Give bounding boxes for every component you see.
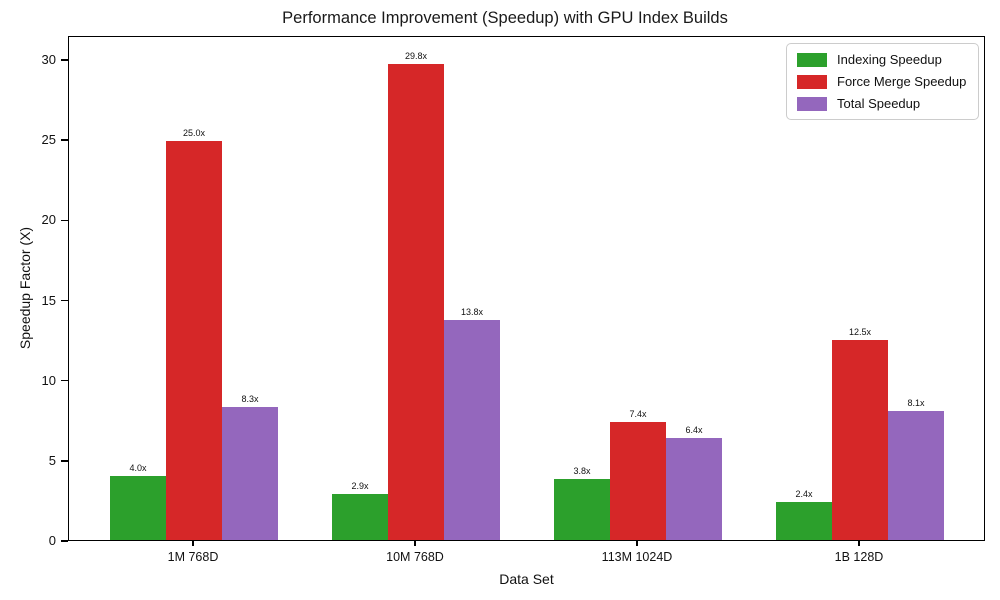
bar xyxy=(832,340,888,540)
y-tick-label: 10 xyxy=(41,372,56,388)
legend-swatch-force-merge xyxy=(797,74,827,89)
plot-area: 4.0x 25.0x 8.3x 2.9x 29.8x 13.8x 3.8x 7.4x 6.4x 2… xyxy=(68,36,985,541)
legend-item: Total Speedup xyxy=(797,96,966,111)
y-tick-label: 0 xyxy=(48,533,56,548)
bar-value-label: 6.4x xyxy=(685,424,703,435)
y-tick-mark xyxy=(61,540,68,542)
bar xyxy=(554,479,610,540)
y-tick-label: 20 xyxy=(41,212,56,228)
bar-cell: 29.8x xyxy=(388,37,444,540)
legend-label: Total Speedup xyxy=(837,96,921,111)
bar xyxy=(610,421,666,540)
x-tick-label: 113M 1024D xyxy=(601,550,673,564)
bar-value-label: 3.8x xyxy=(573,466,591,477)
bar-value-label: 25.0x xyxy=(182,127,206,138)
x-tick-label: 1B 128D xyxy=(834,550,884,564)
bar-value-label: 7.4x xyxy=(629,408,647,419)
bar-cell: 6.4x xyxy=(666,37,722,540)
x-tick-mark xyxy=(414,541,416,546)
x-tick-label: 1M 768D xyxy=(167,550,219,564)
bar-value-label: 2.9x xyxy=(351,480,369,491)
bar-group: 2.4x 12.5x 8.1x xyxy=(776,37,944,540)
y-tick-label: 5 xyxy=(48,452,56,468)
legend-label: Force Merge Speedup xyxy=(837,74,967,89)
y-tick-mark xyxy=(61,299,68,302)
bar xyxy=(332,493,388,540)
bar-cell: 2.4x xyxy=(776,37,832,540)
bar xyxy=(222,407,278,540)
bar-value-label: 8.1x xyxy=(907,397,925,408)
y-tick-label: 25 xyxy=(41,132,56,148)
y-tick-mark xyxy=(61,460,68,462)
x-tick-mark xyxy=(858,541,860,546)
bar-cell: 13.8x xyxy=(444,37,500,540)
bar-cell: 12.5x xyxy=(832,37,888,540)
x-axis-label: Data Set xyxy=(499,571,554,587)
y-axis-label: Speedup Factor (X) xyxy=(17,226,33,350)
bar-cell: 8.1x xyxy=(888,37,944,540)
bar-cell: 25.0x xyxy=(166,37,222,540)
bar xyxy=(444,319,500,540)
bar-value-label: 2.4x xyxy=(795,488,813,499)
y-tick-mark xyxy=(61,139,68,141)
bar-value-label: 8.3x xyxy=(241,394,259,405)
x-tick-mark xyxy=(192,541,194,546)
y-tick-label: 15 xyxy=(41,292,56,308)
bar-group: 3.8x 7.4x 6.4x xyxy=(554,37,722,540)
y-tick-mark xyxy=(61,59,68,61)
legend-swatch-total xyxy=(797,96,827,111)
legend-label: Indexing Speedup xyxy=(837,52,942,67)
bar-cell: 3.8x xyxy=(554,37,610,540)
bar xyxy=(776,501,832,540)
bar-cell: 8.3x xyxy=(222,37,278,540)
legend-swatch-indexing xyxy=(797,52,827,67)
bar-value-label: 29.8x xyxy=(404,51,428,62)
chart-title: Performance Improvement (Speedup) with G… xyxy=(282,9,728,27)
y-tick-mark xyxy=(61,219,68,222)
bar xyxy=(888,410,944,540)
y-tick-label: 30 xyxy=(41,52,56,68)
x-tick-mark xyxy=(636,541,638,546)
bar xyxy=(110,476,166,540)
bar-group: 2.9x 29.8x 13.8x xyxy=(332,37,500,540)
legend: Indexing Speedup Force Merge Speedup Tot… xyxy=(786,43,980,120)
legend-item: Indexing Speedup xyxy=(797,52,966,67)
bar-value-label: 12.5x xyxy=(848,327,872,338)
bar-value-label: 13.8x xyxy=(460,306,484,317)
x-tick-label: 10M 768D xyxy=(386,550,444,564)
bar xyxy=(388,64,444,540)
bar-cell: 4.0x xyxy=(110,37,166,540)
y-tick-mark xyxy=(61,379,68,382)
bar-cell: 2.9x xyxy=(332,37,388,540)
bar xyxy=(666,437,722,540)
bar-cell: 7.4x xyxy=(610,37,666,540)
bar-value-label: 4.0x xyxy=(129,463,147,474)
legend-item: Force Merge Speedup xyxy=(797,74,966,89)
bar-group: 4.0x 25.0x 8.3x xyxy=(110,37,278,540)
bar xyxy=(166,140,222,540)
